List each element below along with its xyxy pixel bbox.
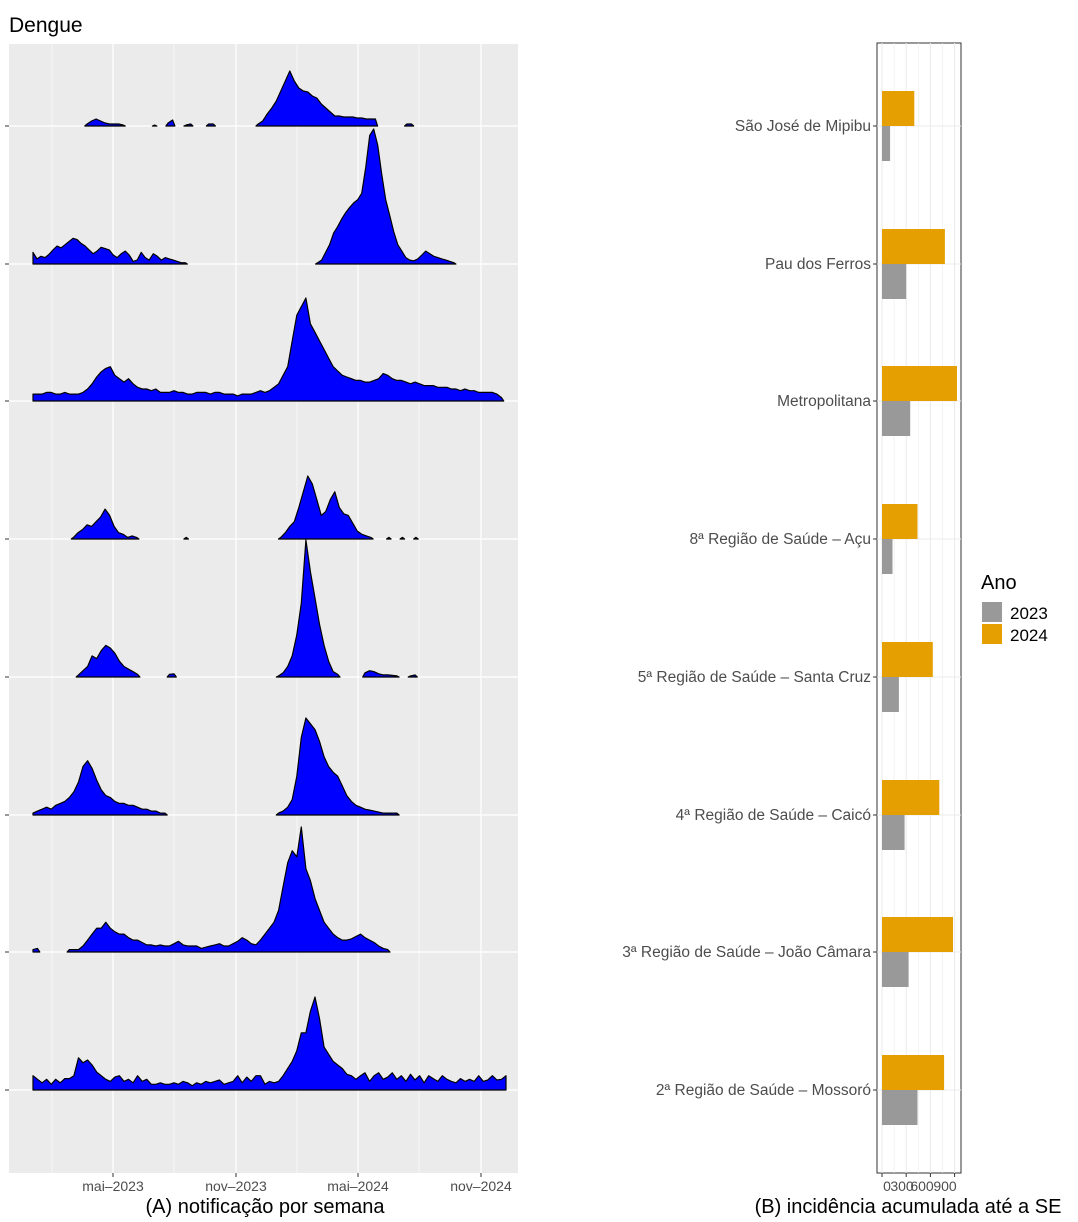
ridge-area-segment xyxy=(275,539,341,678)
ridge-x-tick-label: mai–2024 xyxy=(327,1178,389,1194)
legend-swatch-2023 xyxy=(982,602,1002,622)
ridge-series-sjm xyxy=(84,70,415,127)
legend-swatch-2024 xyxy=(982,624,1002,644)
region-label: 3ª Região de Saúde – João Câmara xyxy=(622,944,871,961)
bar-2024 xyxy=(882,504,918,539)
ridge-area-segment xyxy=(32,237,188,265)
ridge-area-segment xyxy=(165,119,176,127)
ridge-series-santacruz xyxy=(75,539,418,678)
bar-2024 xyxy=(882,366,957,401)
bar-2024 xyxy=(882,917,953,952)
bar-2023 xyxy=(882,815,905,850)
bar-panel-border xyxy=(876,42,962,1174)
legend: Ano 2023 2024 xyxy=(981,572,1048,645)
ridge-area-segment xyxy=(404,123,415,127)
ridge-area-segment xyxy=(275,717,400,816)
bar-2024 xyxy=(882,229,945,264)
region-label: Metropolitana xyxy=(777,393,871,410)
ridge-area-segment xyxy=(255,70,379,127)
ridge-area-segment xyxy=(32,996,507,1091)
legend-title: Ano xyxy=(981,572,1017,594)
region-label: 2ª Região de Saúde – Mossoró xyxy=(656,1082,871,1099)
caption-a: (A) notificação por semana xyxy=(145,1196,385,1218)
ridge-x-axis: mai–2023 nov–2023 mai–2024 nov–2024 xyxy=(82,1173,512,1194)
ridge-panel-background xyxy=(9,44,518,1173)
ridge-series-acu xyxy=(70,475,419,540)
region-label: Pau dos Ferros xyxy=(765,256,871,273)
ridge-area-segment xyxy=(84,118,126,127)
caption-b: (B) incidência acumulada até a SE xyxy=(755,1196,1062,1218)
ridge-series-jc xyxy=(32,826,391,953)
region-label: São José de Mipibu xyxy=(735,118,871,135)
bar-2023 xyxy=(882,952,909,987)
bar-series-group xyxy=(882,91,957,1125)
ridge-area-segment xyxy=(413,536,419,540)
bar-x-tick-label: 900 xyxy=(933,1178,957,1194)
ridge-area-segment xyxy=(362,670,400,678)
ridge-y-ticks xyxy=(5,125,9,1091)
region-label: 8ª Região de Saúde – Açu xyxy=(689,531,871,548)
ridge-area-segment xyxy=(315,128,457,265)
ridge-series-mossoro xyxy=(32,996,507,1091)
ridge-area-segment xyxy=(399,536,406,540)
figure-title: Dengue xyxy=(9,14,83,37)
bar-2024 xyxy=(882,780,940,815)
ridge-series-pf xyxy=(32,128,457,265)
ridge-x-tick-label: mai–2023 xyxy=(82,1178,144,1194)
bar-2023 xyxy=(882,539,893,574)
ridge-area-segment xyxy=(183,536,189,540)
ridge-area-segment xyxy=(66,826,391,953)
region-label: 5ª Região de Saúde – Santa Cruz xyxy=(638,669,871,686)
ridge-series-caico xyxy=(32,717,400,816)
region-labels: São José de Mipibu Pau dos Ferros Metropol… xyxy=(622,118,877,1099)
region-label: 4ª Região de Saúde – Caicó xyxy=(676,807,871,824)
legend-label-2023: 2023 xyxy=(1010,604,1048,623)
ridge-series-metro xyxy=(32,297,505,402)
ridge-area-segment xyxy=(277,475,374,540)
bar-x-tick-label: 300 xyxy=(890,1178,914,1194)
ridge-area-segment xyxy=(32,947,41,953)
bar-x-tick-label: 0 xyxy=(883,1178,891,1194)
ridge-area-segment xyxy=(183,123,194,127)
ridge-area-segment xyxy=(32,297,505,402)
bar-x-tick-label: 600 xyxy=(910,1178,934,1194)
ridge-series-group xyxy=(32,70,507,1091)
ridge-area-segment xyxy=(32,760,168,816)
ridge-x-tick-label: nov–2023 xyxy=(205,1178,267,1194)
ridge-area-segment xyxy=(205,123,216,127)
bar-2023 xyxy=(882,677,899,712)
bar-2024 xyxy=(882,91,915,126)
ridge-area-segment xyxy=(151,124,158,127)
ridge-area-segment xyxy=(407,674,418,678)
legend-label-2024: 2024 xyxy=(1010,626,1048,645)
bar-2023 xyxy=(882,264,907,299)
ridge-area-segment xyxy=(70,508,140,540)
ridge-x-tick-label: nov–2024 xyxy=(450,1178,512,1194)
bar-2023 xyxy=(882,1090,918,1125)
bar-2023 xyxy=(882,126,891,161)
ridge-area-segment xyxy=(386,536,392,540)
bar-2024 xyxy=(882,1055,945,1090)
ridge-area-segment xyxy=(75,644,141,678)
ridge-area-segment xyxy=(166,673,177,678)
bar-2024 xyxy=(882,642,933,677)
bar-2023 xyxy=(882,401,911,436)
